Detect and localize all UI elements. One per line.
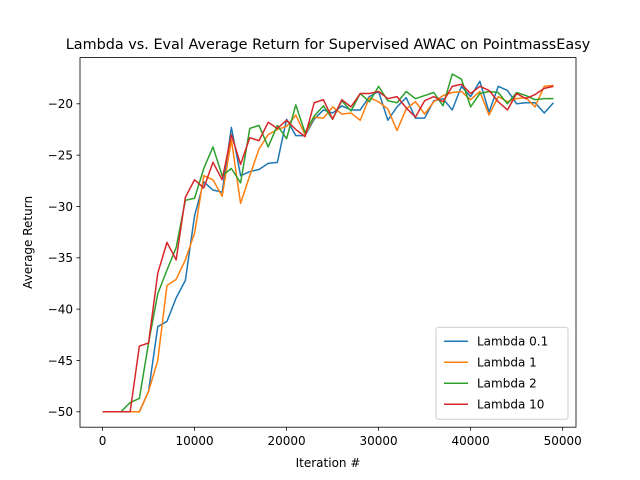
x-tick-label: 30000 [360,434,398,448]
series-line-2 [102,73,554,413]
legend-entry: Lambda 1 [477,356,537,370]
x-tick-label: 20000 [267,434,305,448]
y-axis-ticks: −50 −45 −40 −35 −30 −25 −20 [48,97,80,419]
series-line-3 [102,83,554,413]
x-axis-label: Iteration # [296,456,361,470]
y-tick-label: −20 [48,97,73,111]
legend-entry: Lambda 10 [477,398,544,412]
legend-entry: Lambda 2 [477,377,537,391]
x-tick-label: 0 [99,434,107,448]
y-axis-label: Average Return [21,196,35,289]
y-tick-label: −40 [48,302,73,316]
y-tick-label: −25 [48,148,73,162]
plot-lines [102,73,555,413]
x-axis-ticks: 0 10000 20000 30000 40000 50000 [99,427,582,448]
y-tick-label: −45 [48,354,73,368]
legend-entry: Lambda 0.1 [477,335,548,349]
legend-box [435,326,569,420]
chart-title: Lambda vs. Eval Average Return for Super… [66,37,591,53]
x-tick-label: 50000 [544,434,582,448]
x-tick-label: 40000 [452,434,490,448]
y-tick-label: −30 [48,200,73,214]
plot-frame [79,57,577,428]
y-tick-label: −50 [48,405,73,419]
y-tick-label: −35 [48,251,73,265]
legend: Lambda 0.1 Lambda 1 Lambda 2 Lambda 10 [435,326,569,420]
x-tick-label: 10000 [175,434,213,448]
